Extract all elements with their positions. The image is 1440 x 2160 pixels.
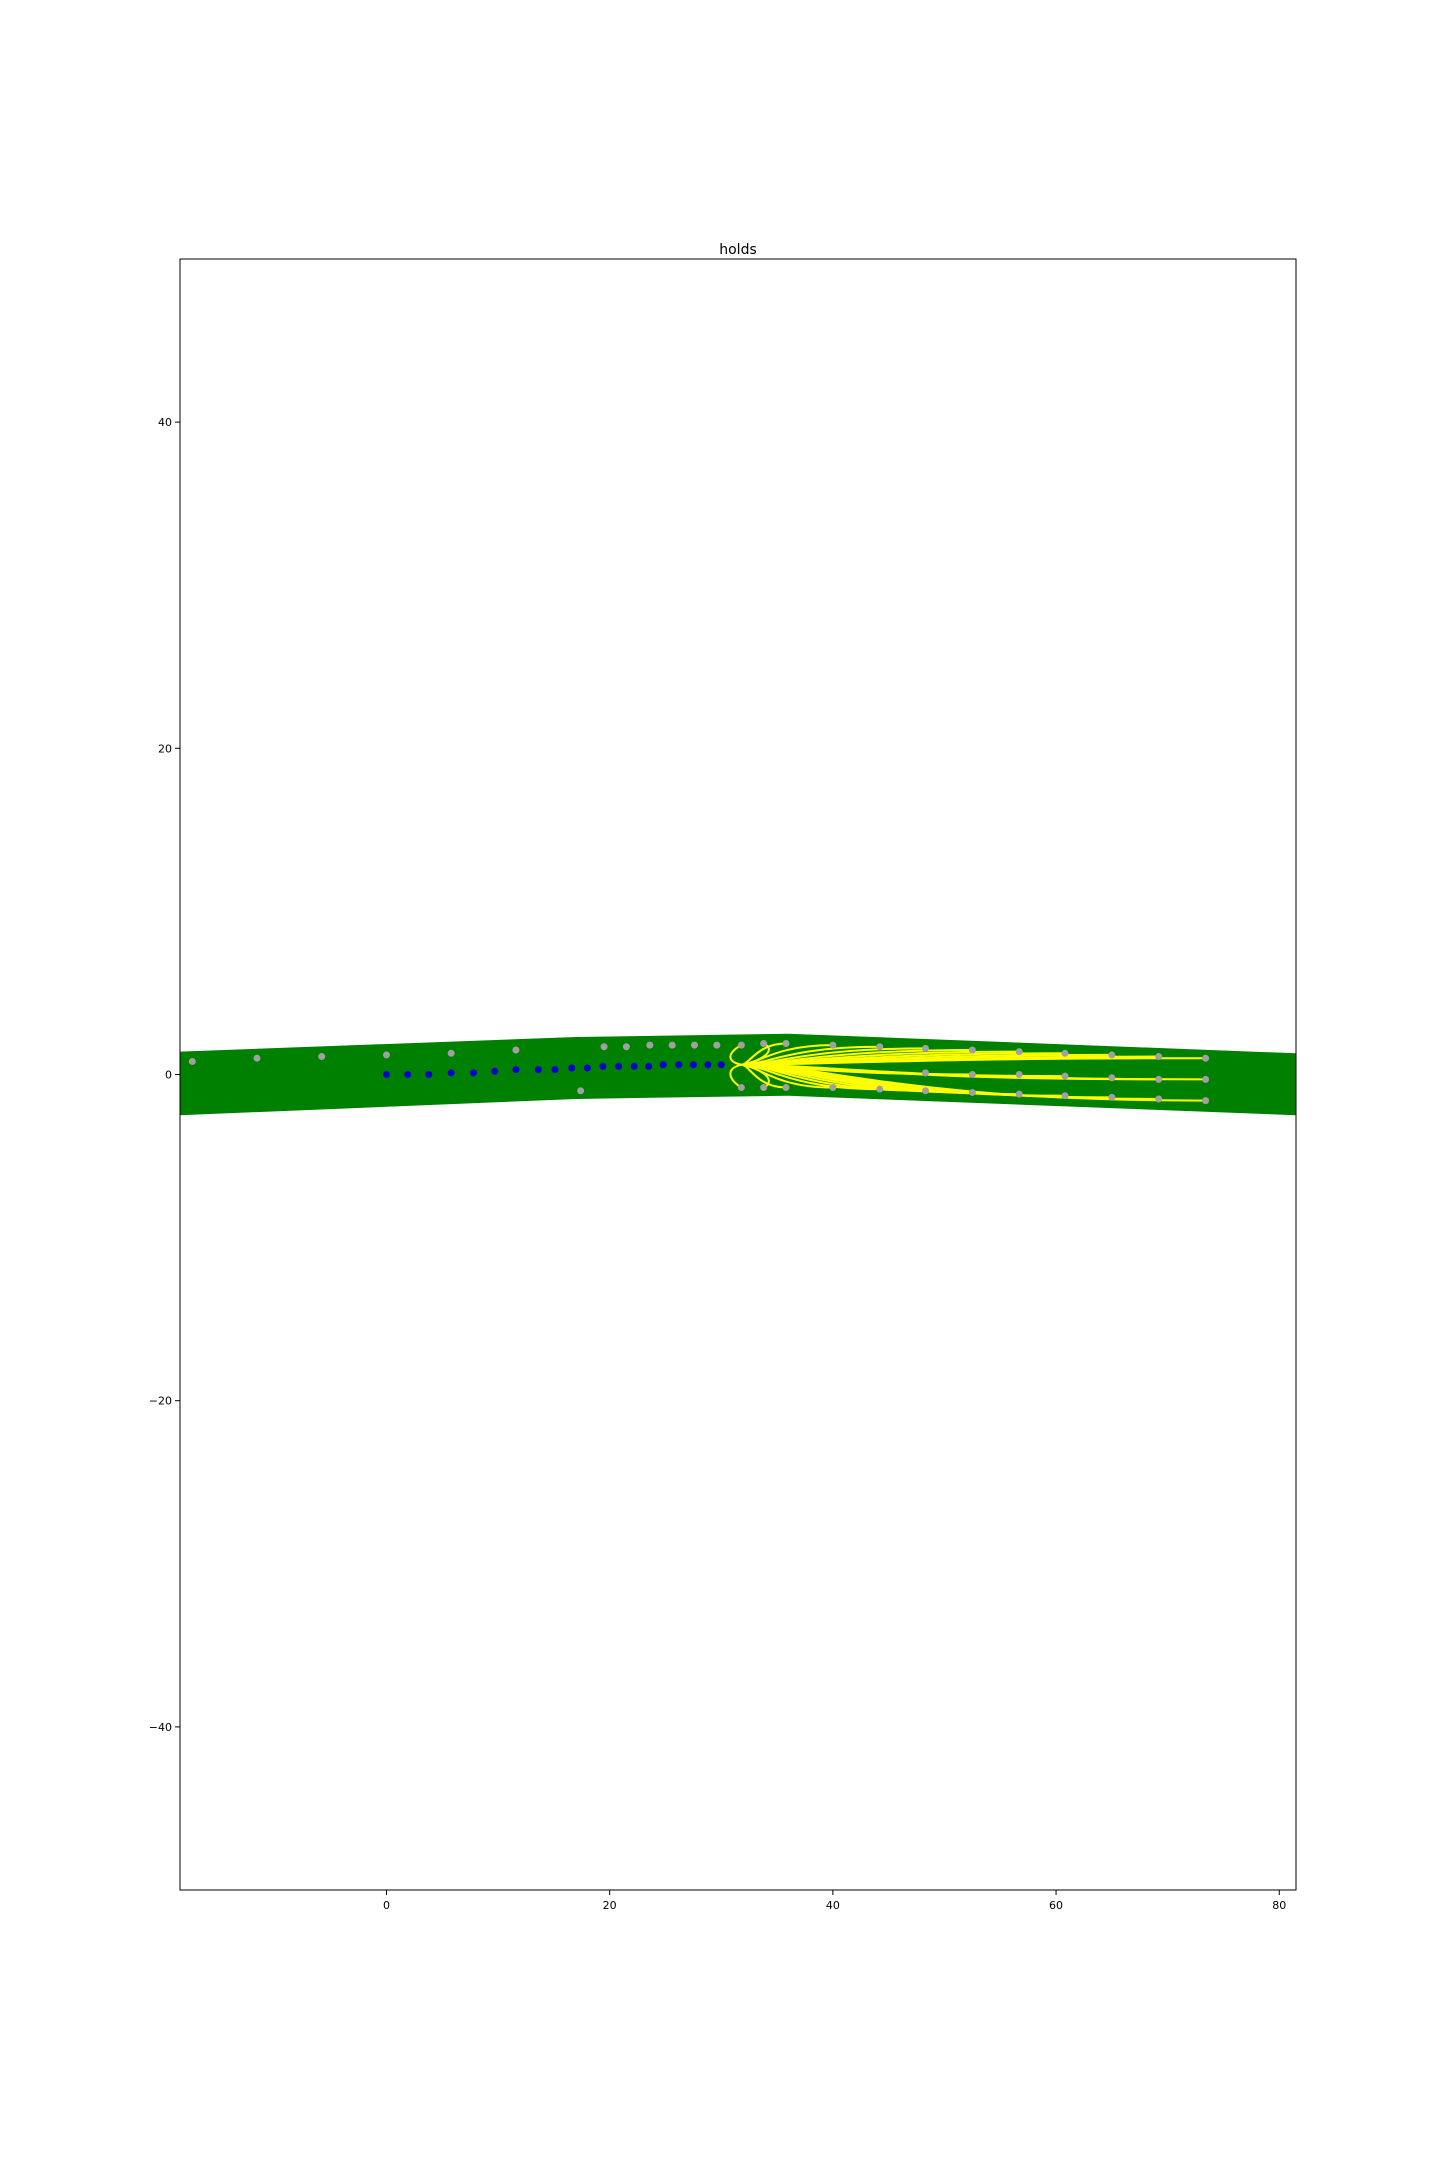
hold-point <box>1202 1075 1210 1083</box>
chart-title: holds <box>719 242 757 258</box>
hold-point <box>737 1041 745 1049</box>
hold-point <box>668 1041 676 1049</box>
path-point <box>675 1061 683 1069</box>
hold-point <box>382 1051 390 1059</box>
x-tick-label: 40 <box>826 1899 840 1912</box>
x-tick-label: 0 <box>383 1899 390 1912</box>
path-point <box>717 1061 725 1069</box>
trajectory-line <box>741 1057 1206 1066</box>
hold-point <box>876 1085 884 1093</box>
hold-point <box>1155 1053 1163 1061</box>
hold-point <box>1061 1049 1069 1057</box>
path-point <box>512 1066 520 1074</box>
hold-point <box>253 1054 261 1062</box>
path-point <box>447 1069 455 1077</box>
path-point <box>599 1062 607 1070</box>
hold-point <box>1108 1074 1116 1082</box>
hold-point <box>921 1044 929 1052</box>
hold-point <box>600 1043 608 1051</box>
path-point <box>470 1069 478 1077</box>
hold-point <box>318 1053 326 1061</box>
y-tick-label: −20 <box>149 1395 172 1408</box>
hold-point <box>1202 1097 1210 1105</box>
hold-point <box>968 1071 976 1078</box>
path-point <box>659 1061 667 1069</box>
hold-point <box>690 1041 698 1049</box>
hold-point <box>1108 1051 1116 1059</box>
y-tick-label: −40 <box>149 1721 172 1734</box>
hold-point <box>1155 1095 1163 1103</box>
hold-point <box>782 1040 790 1048</box>
hold-point <box>760 1040 768 1048</box>
hold-point <box>622 1043 630 1051</box>
hold-point <box>921 1069 929 1077</box>
hold-point <box>1202 1054 1210 1062</box>
path-point <box>382 1071 390 1078</box>
path-point <box>704 1061 712 1069</box>
y-tick-label: 40 <box>158 416 172 429</box>
path-layer <box>382 1061 725 1078</box>
hold-point <box>713 1041 721 1049</box>
path-point <box>630 1062 638 1070</box>
hold-point <box>876 1043 884 1051</box>
path-point <box>689 1061 697 1069</box>
hold-point <box>829 1084 837 1092</box>
hold-point <box>921 1087 929 1095</box>
hold-point <box>1061 1092 1069 1100</box>
path-point <box>404 1071 412 1078</box>
hold-point <box>188 1057 196 1065</box>
path-point <box>491 1067 499 1075</box>
hold-point <box>737 1084 745 1092</box>
hold-point <box>577 1087 585 1095</box>
x-tick-label: 20 <box>603 1899 617 1912</box>
hold-point <box>512 1046 520 1054</box>
path-point <box>583 1064 591 1072</box>
holds-layer <box>188 1040 1210 1105</box>
hold-point <box>968 1088 976 1096</box>
x-tick-label: 60 <box>1049 1899 1063 1912</box>
hold-point <box>1108 1093 1116 1101</box>
y-axis-ticks: −40 −20 0 20 40 <box>149 416 180 1734</box>
hold-point <box>646 1041 654 1049</box>
hold-point <box>760 1084 768 1092</box>
path-point <box>534 1066 542 1074</box>
path-point <box>425 1071 433 1078</box>
path-point <box>615 1062 623 1070</box>
y-tick-label: 0 <box>165 1069 172 1082</box>
hold-point <box>829 1041 837 1049</box>
x-tick-label: 80 <box>1272 1899 1286 1912</box>
hold-point <box>1015 1048 1023 1056</box>
hold-point <box>1015 1090 1023 1098</box>
trajectory-line <box>741 1063 1206 1081</box>
hold-point <box>1155 1075 1163 1083</box>
plot-area <box>180 259 1296 1890</box>
path-point <box>645 1062 653 1070</box>
hold-point <box>1015 1071 1023 1078</box>
y-tick-label: 20 <box>158 742 172 755</box>
hold-point <box>782 1084 790 1092</box>
path-point <box>551 1066 559 1074</box>
hold-point <box>1061 1072 1069 1080</box>
hold-point <box>968 1046 976 1054</box>
path-point <box>568 1064 576 1072</box>
hold-point <box>447 1049 455 1057</box>
x-axis-ticks: 0 20 40 60 80 <box>383 1890 1286 1912</box>
